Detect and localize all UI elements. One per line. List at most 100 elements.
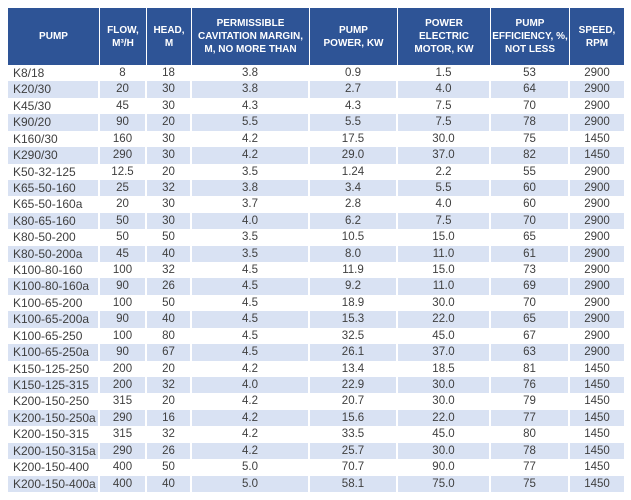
table-cell: 4.2 xyxy=(192,409,310,427)
table-cell: 73 xyxy=(491,262,570,279)
table-cell: 26 xyxy=(147,278,192,295)
table-cell: 55 xyxy=(491,163,570,180)
table-cell: 1.24 xyxy=(310,163,398,180)
table-cell: 18 xyxy=(147,65,192,82)
table-cell: 20 xyxy=(147,114,192,131)
table-cell: 80 xyxy=(491,426,570,443)
table-cell: 40 xyxy=(147,245,192,263)
table-cell: 2900 xyxy=(584,231,610,244)
table-cell: 2900 xyxy=(584,264,610,277)
table-cell: 3.4 xyxy=(310,179,398,197)
table-cell: 2900 xyxy=(584,329,610,342)
table-cell: 4.0 xyxy=(192,212,310,230)
table-cell: 78 xyxy=(491,114,570,131)
table-cell: 290 xyxy=(100,442,147,460)
table-cell: 4.5 xyxy=(192,262,310,279)
table-row: K200-150-315a 290 26 4.2 25.7 30.0 78 1450 xyxy=(8,442,624,460)
table-cell: 37.0 xyxy=(398,344,491,361)
table-cell: 50 xyxy=(100,212,147,230)
table-cell: 53 xyxy=(491,65,570,82)
table-cell: 15.6 xyxy=(310,409,398,427)
table-cell: 30 xyxy=(147,97,192,115)
table-cell: 5.5 xyxy=(310,114,398,131)
table-cell: 2900 xyxy=(584,280,610,293)
pump-name-cell: K8/18 xyxy=(8,65,100,82)
table-cell: 30.0 xyxy=(398,393,491,410)
table-cell: 0.9 xyxy=(310,65,398,82)
table-cell: 22.9 xyxy=(310,377,398,394)
table-cell: 18.9 xyxy=(310,294,398,312)
table-cell: 18.5 xyxy=(398,360,491,378)
table-cell: 75.0 xyxy=(398,475,491,492)
table-cell: 25 xyxy=(100,179,147,197)
table-cell: 4.2 xyxy=(192,442,310,460)
table-cell: 30 xyxy=(147,130,192,148)
table-cell: 5.0 xyxy=(192,459,310,476)
table-cell: 2900 xyxy=(584,83,610,96)
table-cell: 11.0 xyxy=(398,278,491,295)
table-cell: 17.5 xyxy=(310,130,398,148)
table-cell: 60 xyxy=(491,196,570,213)
table-cell: 2900 xyxy=(584,198,610,211)
pump-name-cell: K80-50-200a xyxy=(8,245,100,263)
table-cell: 4.3 xyxy=(310,97,398,115)
pump-name-cell: K150-125-250 xyxy=(8,360,100,378)
table-cell: 9.2 xyxy=(310,278,398,295)
pump-name-cell: K50-32-125 xyxy=(8,163,100,180)
table-cell: 29.0 xyxy=(310,147,398,164)
table-cell: 70 xyxy=(491,212,570,230)
table-row: K100-65-200a 90 40 4.5 15.3 22.0 65 2900 xyxy=(8,311,624,328)
table-row: K100-80-160a 90 26 4.5 9.2 11.0 69 2900 xyxy=(8,278,624,295)
table-cell: 90 xyxy=(100,344,147,361)
table-cell: 20 xyxy=(100,81,147,98)
table-cell: 90 xyxy=(100,311,147,328)
table-cell: 2900 xyxy=(584,67,610,79)
table-cell: 3.5 xyxy=(192,163,310,180)
pump-name-cell: K90/20 xyxy=(8,114,100,131)
table-cell: 1450 xyxy=(584,428,610,441)
table-cell: 81 xyxy=(491,360,570,378)
table-cell: 65 xyxy=(491,311,570,328)
table-cell: 200 xyxy=(100,360,147,378)
table-cell: 15.0 xyxy=(398,262,491,279)
table-cell: 4.5 xyxy=(192,311,310,328)
table-cell: 69 xyxy=(491,278,570,295)
table-row: K200-150-400a 400 40 5.0 58.1 75.0 75 1450 xyxy=(8,475,624,492)
table-cell: 45.0 xyxy=(398,327,491,345)
pump-name-cell: K200-150-315a xyxy=(8,442,100,460)
table-cell: 2900 xyxy=(584,346,610,359)
table-cell: 290 xyxy=(100,409,147,427)
table-cell: 60 xyxy=(491,179,570,197)
table-cell: 4.2 xyxy=(192,393,310,410)
table-cell: 70 xyxy=(491,97,570,115)
header-motor-power: POWER ELECTRIC MOTOR, KW xyxy=(398,8,491,65)
pump-name-cell: K200-150-400 xyxy=(8,459,100,476)
table-body: K8/18 8 18 3.8 0.9 1.5 53 2900 K20/30 20 30 3.8 2.7 4… xyxy=(8,65,624,492)
table-cell: 77 xyxy=(491,459,570,476)
table-cell: 2900 xyxy=(584,313,610,326)
table-cell: 37.0 xyxy=(398,147,491,164)
table-row: K200-150-315 315 32 4.2 33.5 45.0 80 1450 xyxy=(8,426,624,443)
table-cell: 1450 xyxy=(584,132,610,145)
table-cell: 16 xyxy=(147,409,192,427)
table-cell: 160 xyxy=(100,130,147,148)
table-row: K45/30 45 30 4.3 4.3 7.5 70 2900 xyxy=(8,97,624,115)
pump-name-cell: K100-65-200a xyxy=(8,311,100,328)
table-cell: 1450 xyxy=(584,395,610,408)
table-cell: 32 xyxy=(147,179,192,197)
table-cell: 30.0 xyxy=(398,442,491,460)
table-cell: 2900 xyxy=(584,165,610,178)
table-cell: 50 xyxy=(147,294,192,312)
table-cell: 20 xyxy=(147,163,192,180)
table-cell: 15.0 xyxy=(398,229,491,246)
table-row: K200-150-250a 290 16 4.2 15.6 22.0 77 1450 xyxy=(8,409,624,427)
table-cell: 3.5 xyxy=(192,229,310,246)
table-cell: 1450 xyxy=(584,444,610,457)
table-cell: 3.8 xyxy=(192,179,310,197)
table-cell: 32 xyxy=(147,262,192,279)
table-cell: 2.7 xyxy=(310,81,398,98)
table-cell: 58.1 xyxy=(310,475,398,492)
table-cell: 2900 xyxy=(584,296,610,309)
table-row: K150-125-315 200 32 4.0 22.9 30.0 76 1450 xyxy=(8,377,624,394)
